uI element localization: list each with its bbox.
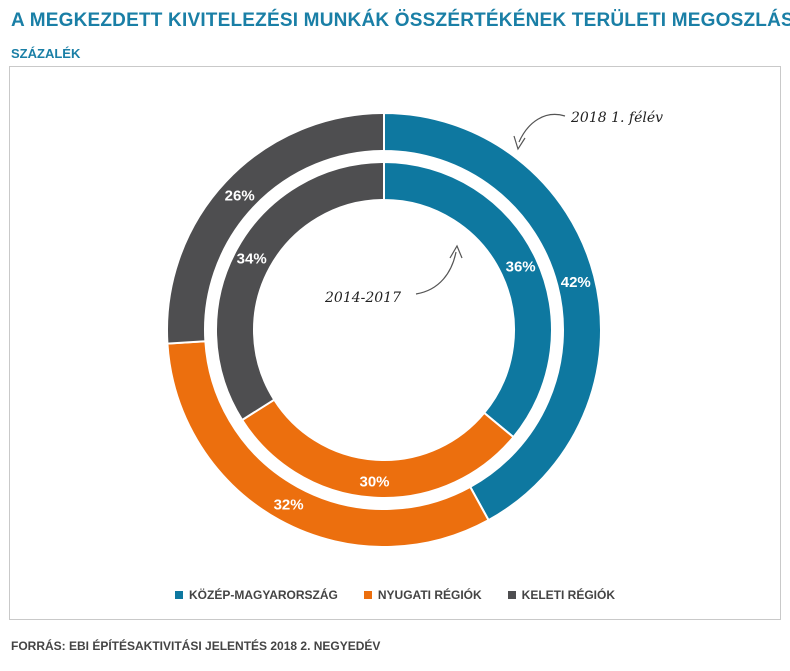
legend-swatch-kozep <box>174 591 183 599</box>
legend-label-keleti: KELETI RÉGIÓK <box>521 588 616 602</box>
outer-ring <box>166 111 603 549</box>
outer-label-kozep: 42% <box>561 274 591 291</box>
annotation-arrowhead-outer <box>513 135 526 151</box>
legend-label-kozep: KÖZÉP-MAGYARORSZÁG <box>188 588 338 602</box>
value-labels: 42% 32% 26% 36% 30% 34% <box>225 187 591 513</box>
chart-title: A MEGKEZDETT KIVITELEZÉSI MUNKÁK ÖSSZÉRT… <box>11 10 790 31</box>
annotation-arrowhead-inner <box>449 244 463 259</box>
outer-label-keleti: 26% <box>225 187 255 204</box>
annotation-outer-label: 2018 1. félév <box>570 110 663 126</box>
annotation-inner-label: 2014-2017 <box>324 290 401 306</box>
inner-slice-keleti <box>215 160 385 422</box>
chart-subtitle: SZÁZALÉK <box>11 46 81 61</box>
legend-label-nyugati: NYUGATI RÉGIÓK <box>377 588 482 602</box>
legend: KÖZÉP-MAGYARORSZÁG NYUGATI RÉGIÓK KELETI… <box>0 588 790 602</box>
annotation-arrow-outer <box>518 113 566 143</box>
legend-item-kozep: KÖZÉP-MAGYARORSZÁG <box>174 588 338 602</box>
source-note: FORRÁS: EBI ÉPÍTÉSAKTIVITÁSI JELENTÉS 20… <box>11 639 381 653</box>
inner-label-keleti: 34% <box>237 250 267 267</box>
outer-slice-nyugati <box>166 340 490 549</box>
legend-item-nyugati: NYUGATI RÉGIÓK <box>363 588 482 602</box>
legend-item-keleti: KELETI RÉGIÓK <box>507 588 616 602</box>
inner-slice-kozep <box>383 160 553 439</box>
outer-slice-keleti <box>166 111 385 345</box>
annotation-arrow-inner <box>415 251 457 295</box>
legend-swatch-keleti <box>507 591 516 599</box>
inner-label-nyugati: 30% <box>360 474 390 491</box>
outer-label-nyugati: 32% <box>274 497 304 514</box>
chart-frame <box>9 66 781 620</box>
legend-swatch-nyugati <box>363 591 372 599</box>
inner-ring <box>215 160 553 499</box>
inner-label-kozep: 36% <box>506 259 536 276</box>
